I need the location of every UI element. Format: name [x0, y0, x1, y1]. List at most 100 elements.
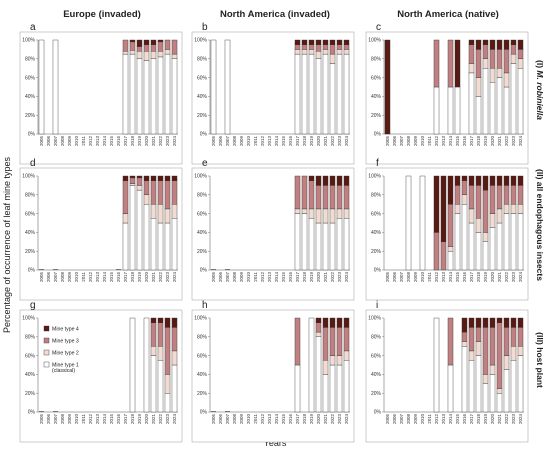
x-tick-label: 2015	[281, 272, 286, 283]
bar-t1	[322, 374, 329, 413]
bar-t2	[315, 208, 322, 224]
y-tick-label: 0%	[374, 132, 382, 138]
x-tick-label: 2008	[406, 272, 411, 283]
bar-t2	[322, 49, 329, 55]
bar-t2	[447, 246, 454, 252]
bar-t4	[336, 39, 343, 45]
x-tick-label: 2021	[497, 272, 502, 283]
x-tick-label: 2010	[74, 136, 79, 147]
bar-t2	[308, 49, 315, 55]
x-tick-label: 2013	[441, 136, 446, 147]
x-tick-label: 2009	[67, 136, 72, 147]
x-tick-label: 2015	[455, 414, 460, 425]
bar-t2	[143, 194, 150, 205]
bar-t1	[122, 53, 129, 135]
bar-t2	[343, 208, 350, 219]
bar-t1	[157, 360, 164, 413]
legend-swatch	[43, 337, 50, 344]
bar-t4	[468, 39, 475, 45]
y-tick-label: 40%	[25, 94, 36, 100]
bar-t4	[517, 39, 524, 50]
bar-t2	[329, 208, 336, 224]
bar-t1	[157, 222, 164, 271]
x-tick-label: 2010	[420, 136, 425, 147]
bar-t4	[496, 39, 503, 50]
y-tick-label: 0%	[28, 410, 36, 416]
bar-t4	[322, 317, 329, 328]
x-tick-label: 2022	[330, 136, 335, 147]
bar-t3	[503, 185, 510, 205]
x-tick-label: 2020	[144, 272, 149, 283]
bar-t1	[405, 175, 412, 271]
x-tick-label: 2022	[158, 272, 163, 283]
x-tick-label: 2012	[260, 414, 265, 425]
bar-t3	[468, 44, 475, 64]
panel-letter: i	[376, 300, 378, 311]
x-tick-label: 2014	[102, 272, 107, 283]
bar-t2	[510, 53, 517, 64]
y-tick-label: 80%	[25, 193, 36, 199]
bar-t1	[315, 336, 322, 413]
x-tick-label: 2024	[344, 272, 349, 283]
x-tick-label: 2011	[81, 272, 86, 282]
bar-t3	[433, 232, 440, 271]
y-tick-label: 100%	[368, 174, 381, 180]
bar-t1	[343, 360, 350, 413]
x-tick-label: 2017	[123, 414, 128, 425]
bar-t4	[454, 39, 461, 88]
y-tick-label: 40%	[197, 94, 208, 100]
y-tick-label: 20%	[197, 249, 208, 255]
bar-t2	[150, 346, 157, 356]
x-tick-label: 2014	[102, 136, 107, 147]
x-tick-label: 2005	[211, 136, 216, 147]
x-tick-label: 2014	[448, 272, 453, 283]
bar-t4	[129, 39, 136, 43]
bar-t2	[157, 51, 164, 58]
bar-t1	[171, 58, 178, 135]
bar-t4	[136, 175, 143, 179]
bar-t3	[294, 175, 301, 210]
x-tick-label: 2016	[288, 414, 293, 425]
bar-t2	[336, 355, 343, 366]
x-tick-label: 2023	[511, 272, 516, 283]
x-tick-label: 2016	[462, 272, 467, 283]
panel-letter: a	[30, 22, 36, 33]
panel-letter: d	[30, 158, 36, 169]
bar-t1	[143, 60, 150, 135]
bar-t1	[329, 222, 336, 271]
bar-t2	[510, 203, 517, 214]
x-tick-label: 2009	[67, 272, 72, 283]
x-tick-label: 2013	[267, 272, 272, 283]
bar-t3	[301, 44, 308, 50]
bar-t4	[329, 317, 336, 328]
x-tick-label: 2016	[288, 272, 293, 283]
bar-t1	[496, 393, 503, 413]
x-tick-label: 2024	[172, 414, 177, 425]
bar-t2	[122, 51, 129, 55]
bar-t3	[143, 44, 150, 52]
bar-t1	[433, 317, 440, 413]
y-tick-label: 60%	[197, 353, 208, 359]
bar-t2	[164, 49, 171, 55]
x-tick-label: 2011	[81, 136, 86, 146]
x-tick-label: 2013	[95, 414, 100, 425]
bar-t1	[157, 56, 164, 135]
bar-t1	[517, 67, 524, 135]
bar-t2	[461, 194, 468, 205]
x-tick-label: 2022	[504, 136, 509, 147]
bar-t1	[482, 383, 489, 413]
bar-t1	[461, 346, 468, 413]
bar-t1	[468, 72, 475, 135]
bar-t3	[482, 327, 489, 375]
bar-t2	[157, 346, 164, 361]
x-tick-label: 2023	[165, 272, 170, 283]
y-tick-label: 40%	[197, 372, 208, 378]
x-tick-label: 2006	[392, 414, 397, 425]
bar-t2	[517, 346, 524, 356]
bar-t3	[322, 327, 329, 361]
bar-t3	[447, 203, 454, 247]
bar-t1	[503, 369, 510, 413]
